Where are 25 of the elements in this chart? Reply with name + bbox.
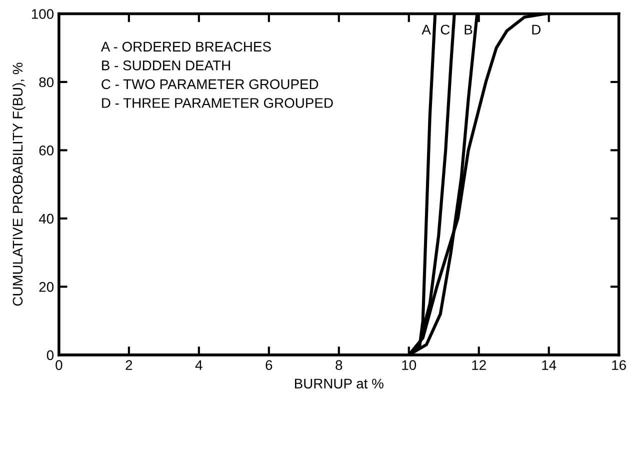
x-tick-label: 16 <box>612 360 626 370</box>
annotation: D - THREE PARAMETER GROUPED <box>102 98 333 108</box>
annotation: C - TWO PARAMETER GROUPED <box>102 79 318 90</box>
x-tick-label: 12 <box>472 360 486 370</box>
x-tick-label: 10 <box>402 360 416 370</box>
x-tick-label: 0 <box>56 360 62 370</box>
y-tick-label: 60 <box>39 146 54 156</box>
legend-label: B <box>464 24 472 34</box>
legend-label: D <box>532 24 540 34</box>
y-tick-label: 0 <box>46 350 54 360</box>
annotation: B - SUDDEN DEATH <box>102 60 230 70</box>
x-tick-label: 4 <box>195 360 202 370</box>
x-tick-label: 14 <box>542 360 556 370</box>
y-tick-label: 80 <box>39 77 54 88</box>
annotation: A - ORDERED BREACHES <box>100 42 271 52</box>
y-tick-label: 40 <box>38 214 54 224</box>
y-tick-label: 20 <box>39 282 54 292</box>
legend-label: A <box>422 24 431 34</box>
series-label: C <box>440 24 450 35</box>
x-tick-label: 2 <box>126 360 132 370</box>
y-axis-title: CUMULATIVE PROBABILITY F(BU), % <box>12 62 26 306</box>
x-tick-label: 6 <box>266 360 272 370</box>
x-axis-title: BURNUP at % <box>295 378 384 389</box>
y-tick-label: 100 <box>32 9 54 19</box>
x-tick-label: 8 <box>336 360 342 370</box>
